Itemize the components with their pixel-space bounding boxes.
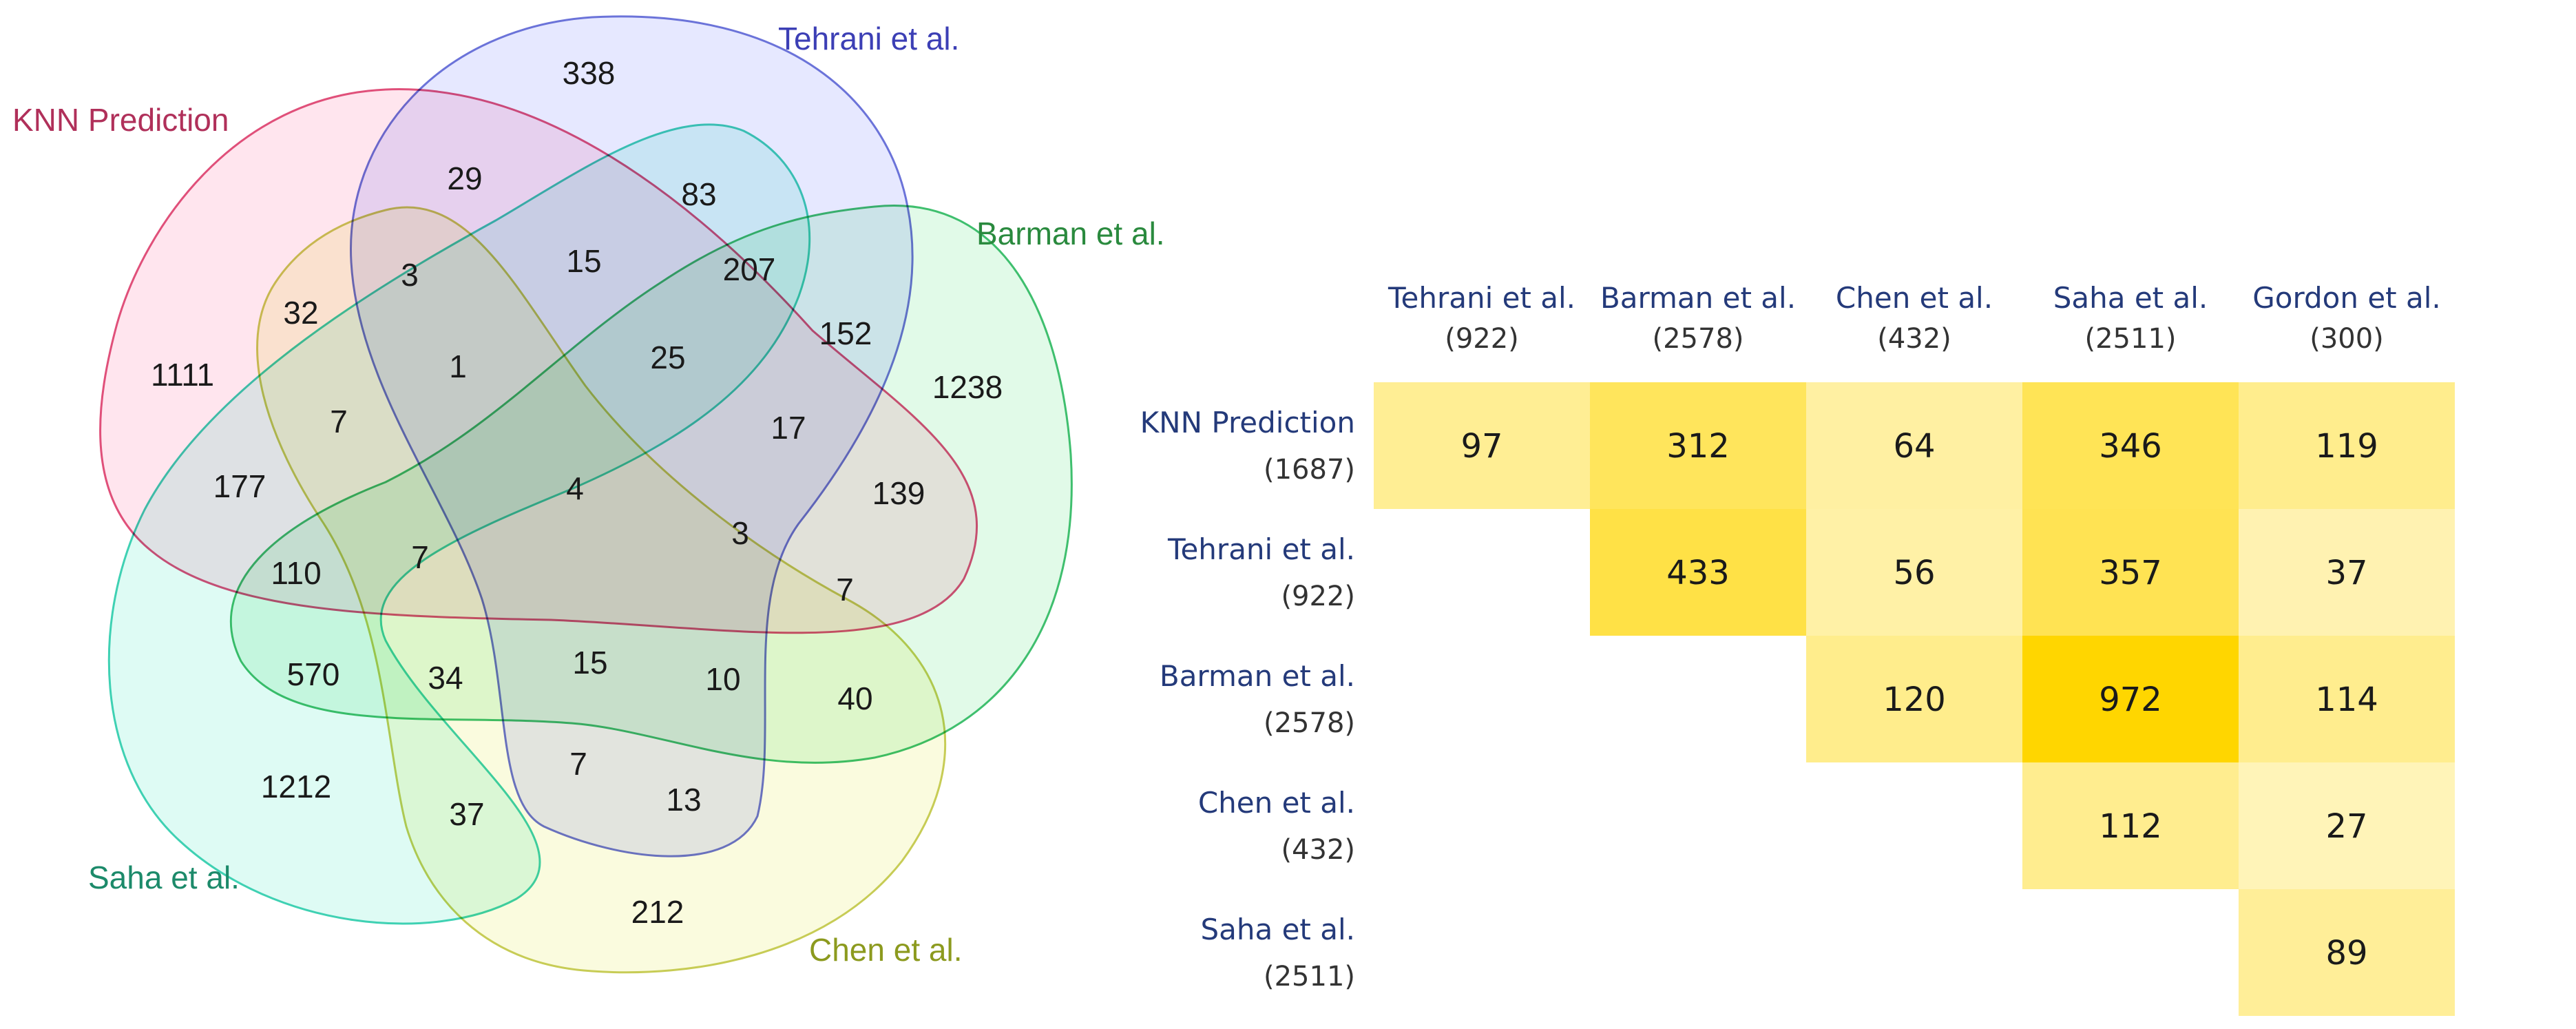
region-count: 13 [666, 782, 701, 818]
region-count: 139 [872, 475, 925, 511]
region-count: 1238 [932, 369, 1003, 405]
venn-set-labels: KNN Prediction Tehrani et al. Barman et … [12, 21, 1165, 968]
heatmap-cell-value: 112 [2099, 807, 2162, 846]
region-count: 34 [428, 660, 463, 696]
region-count: 3 [401, 257, 419, 293]
set-label-knn: KNN Prediction [12, 102, 229, 138]
set-label-saha: Saha et al. [88, 860, 240, 895]
column-header-name: Chen et al. [1836, 281, 1993, 315]
column-header-name: Gordon et al. [2252, 281, 2441, 315]
row-header-count: (1687) [1264, 454, 1355, 486]
region-count: 10 [705, 661, 740, 697]
region-count: 32 [283, 295, 318, 331]
region-count: 37 [449, 796, 484, 832]
row-header-name: Saha et al. [1200, 913, 1355, 946]
region-count: 1212 [261, 769, 331, 804]
region-count: 15 [572, 645, 607, 680]
column-header-count: (432) [1877, 323, 1951, 355]
heatmap-row-headers: KNN Prediction (1687) Tehrani et al. (922) B… [1140, 406, 1355, 992]
heatmap-cell-value: 89 [2325, 934, 2367, 973]
region-count: 7 [836, 572, 854, 607]
heatmap-cell [1806, 382, 2022, 509]
heatmap-cell-value: 114 [2315, 680, 2378, 719]
region-count: 212 [631, 894, 684, 930]
region-count: 338 [563, 55, 616, 91]
region-count: 83 [681, 176, 716, 212]
heatmap-cell [2239, 636, 2455, 762]
column-header-name: Barman et al. [1600, 281, 1796, 315]
venn-shapes [99, 15, 1073, 974]
heatmap-cell [1590, 509, 1806, 636]
heatmap-cell [1590, 382, 1806, 509]
row-header-count: (922) [1281, 581, 1355, 612]
row-header-name: KNN Prediction [1140, 406, 1355, 439]
region-count: 17 [771, 410, 806, 446]
heatmap-cell-value: 346 [2099, 427, 2162, 466]
heatmap-cell-value: 972 [2099, 680, 2162, 719]
region-count: 570 [287, 656, 340, 692]
heatmap-cell [2022, 762, 2239, 889]
heatmap-cell [2239, 509, 2455, 636]
set-label-chen: Chen et al. [809, 932, 962, 968]
region-count: 15 [566, 243, 601, 279]
region-count: 4 [566, 470, 584, 506]
set-label-tehrani: Tehrani et al. [778, 21, 959, 56]
heatmap-cell [2022, 636, 2239, 762]
heatmap-cell-value: 120 [1883, 680, 1946, 719]
heatmap-cell [2022, 509, 2239, 636]
heatmap-cell [2239, 889, 2455, 1016]
heatmap-cell-value: 27 [2325, 807, 2367, 846]
region-count: 1111 [151, 357, 214, 393]
heatmap-cell-value: 64 [1893, 427, 1935, 466]
region-count: 40 [837, 680, 872, 716]
heatmap-cell-value: 97 [1460, 427, 1502, 466]
column-header-count: (300) [2310, 323, 2384, 355]
row-header-name: Tehrani et al. [1167, 532, 1355, 566]
heatmap-cells: 97 312 64 346 119 433 56 357 37 120 972 114 112 27 89 [1374, 382, 2455, 1016]
region-count: 110 [271, 555, 321, 591]
heatmap-cell [1806, 509, 2022, 636]
heatmap-cell-value: 56 [1893, 554, 1935, 592]
row-header-name: Barman et al. [1160, 659, 1355, 693]
region-count: 25 [650, 340, 685, 375]
region-count: 207 [723, 251, 776, 287]
region-count: 7 [569, 746, 587, 782]
venn-region-counts: 1111 338 1238 212 1212 29 83 3 15 207 32… [151, 55, 1003, 930]
region-count: 152 [819, 315, 872, 351]
region-count: 177 [213, 468, 266, 504]
set-label-barman: Barman et al. [976, 216, 1165, 251]
heatmap-cell [2239, 382, 2455, 509]
heatmap-cell-value: 119 [2315, 427, 2378, 466]
region-count: 7 [411, 539, 429, 575]
heatmap-column-headers: Tehrani et al. (922) Barman et al. (2578) Ch… [1388, 281, 2441, 355]
region-count: 3 [731, 515, 749, 551]
region-count: 29 [447, 160, 482, 196]
heatmap-cell-value: 433 [1666, 554, 1730, 592]
heatmap-cell [2239, 762, 2455, 889]
row-header-count: (2578) [1264, 707, 1355, 739]
heatmap-cell-value: 37 [2325, 554, 2367, 592]
row-header-name: Chen et al. [1198, 786, 1355, 820]
heatmap-cell [1806, 636, 2022, 762]
column-header-name: Tehrani et al. [1388, 281, 1575, 315]
column-header-count: (922) [1445, 323, 1519, 355]
column-header-count: (2511) [2084, 323, 2176, 355]
heatmap-cell-value: 312 [1666, 427, 1730, 466]
heatmap-cell-value: 357 [2099, 554, 2162, 592]
column-header-name: Saha et al. [2053, 281, 2208, 315]
venn-diagram: KNN Prediction Tehrani et al. Barman et … [12, 15, 1165, 974]
column-header-count: (2578) [1652, 323, 1743, 355]
heatmap-cell [1374, 382, 1590, 509]
region-count: 7 [330, 404, 348, 439]
region-count: 1 [449, 349, 467, 384]
row-header-count: (2511) [1264, 961, 1355, 992]
heatmap-cell [2022, 382, 2239, 509]
set-shape-saha [107, 123, 811, 925]
row-header-count: (432) [1281, 834, 1355, 866]
